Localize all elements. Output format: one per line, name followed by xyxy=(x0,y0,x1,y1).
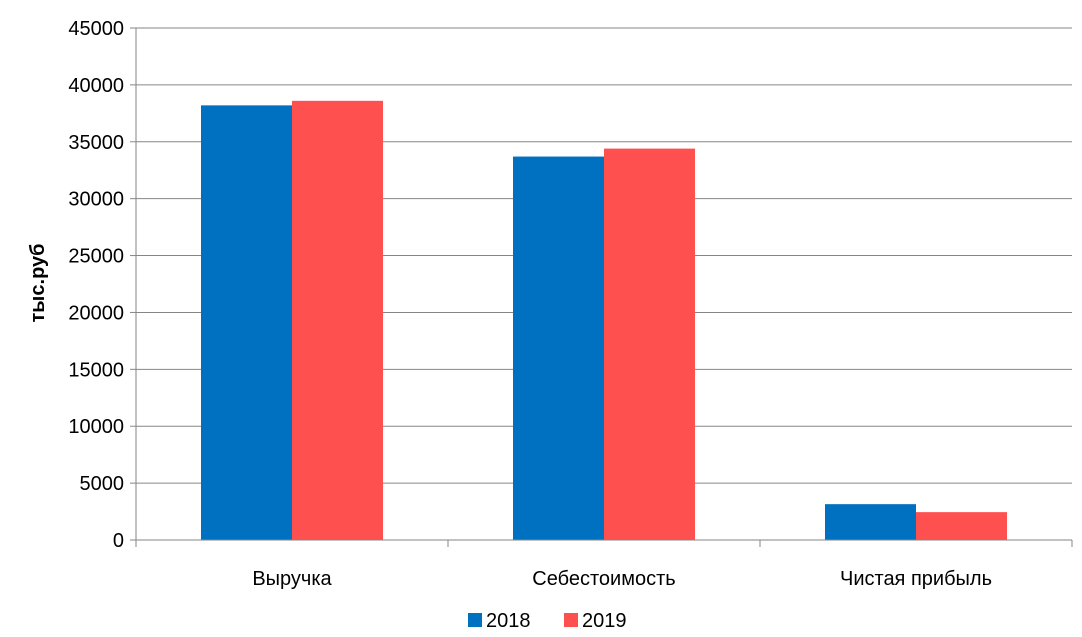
y-tick-label: 25000 xyxy=(68,246,124,268)
legend: 2018 2019 xyxy=(468,610,627,632)
y-tick-label: 15000 xyxy=(68,359,124,381)
y-tick-label: 0 xyxy=(113,530,124,552)
bar-2018-2 xyxy=(825,504,916,540)
legend-label: 2019 xyxy=(582,610,627,632)
legend-swatch-2019 xyxy=(564,613,578,627)
legend-swatch-2018 xyxy=(468,613,482,627)
bar-2019-0 xyxy=(292,100,383,540)
x-tick-label: Чистая прибыль xyxy=(840,568,992,590)
y-axis-title: тыс.руб xyxy=(27,244,49,323)
bar-2019-2 xyxy=(916,512,1007,540)
y-tick-label: 35000 xyxy=(68,132,124,154)
bar-2019-1 xyxy=(604,148,695,541)
x-tick-label: Себестоимость xyxy=(532,568,675,590)
y-tick-label: 10000 xyxy=(68,416,124,438)
y-tick-label: 30000 xyxy=(68,189,124,211)
y-tick-label: 20000 xyxy=(68,302,124,324)
y-tick-label: 40000 xyxy=(68,75,124,97)
bars xyxy=(201,100,1007,541)
bar-2018-0 xyxy=(201,105,292,540)
x-tick-label: Выручка xyxy=(252,568,332,590)
bar-2018-1 xyxy=(513,156,604,540)
y-tick-label: 45000 xyxy=(68,18,124,40)
axes xyxy=(130,27,1073,547)
y-tick-label: 5000 xyxy=(80,473,125,495)
legend-label: 2018 xyxy=(486,610,531,632)
axis-labels: 0 5000 10000 15000 20000 25000 30000 35000 40000… xyxy=(68,18,992,590)
